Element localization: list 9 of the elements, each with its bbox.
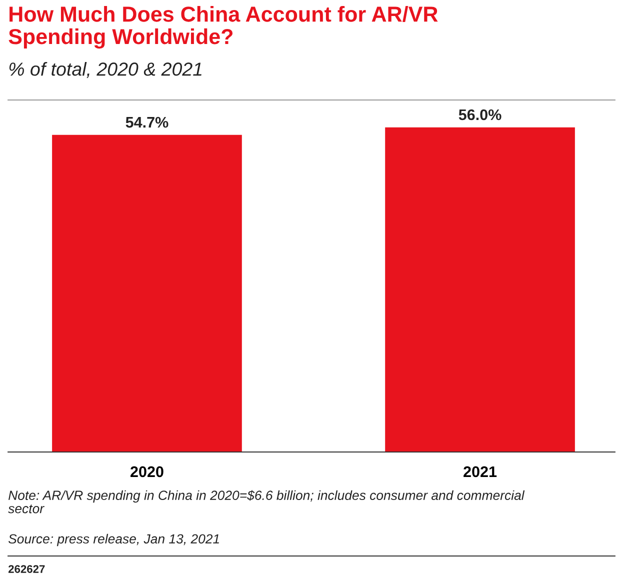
chart-subtitle: % of total, 2020 & 2021	[9, 62, 202, 78]
chart-title: How Much Does China Account for AR/VR Spending Worldwide?	[8, 6, 438, 49]
text: Note: AR/VR spending in China in 2020=$6.6 billion; includes consumer and commercial sector	[8, 490, 525, 514]
source-note: Source: press release, Jan 13, 2021	[8, 534, 219, 546]
x-tick-label: 2021	[464, 466, 497, 478]
text: 262627	[8, 565, 45, 573]
data-label: 54.7%	[126, 116, 168, 128]
x-tick-label: 2020	[130, 466, 164, 478]
data-label: 56.0%	[458, 109, 502, 120]
